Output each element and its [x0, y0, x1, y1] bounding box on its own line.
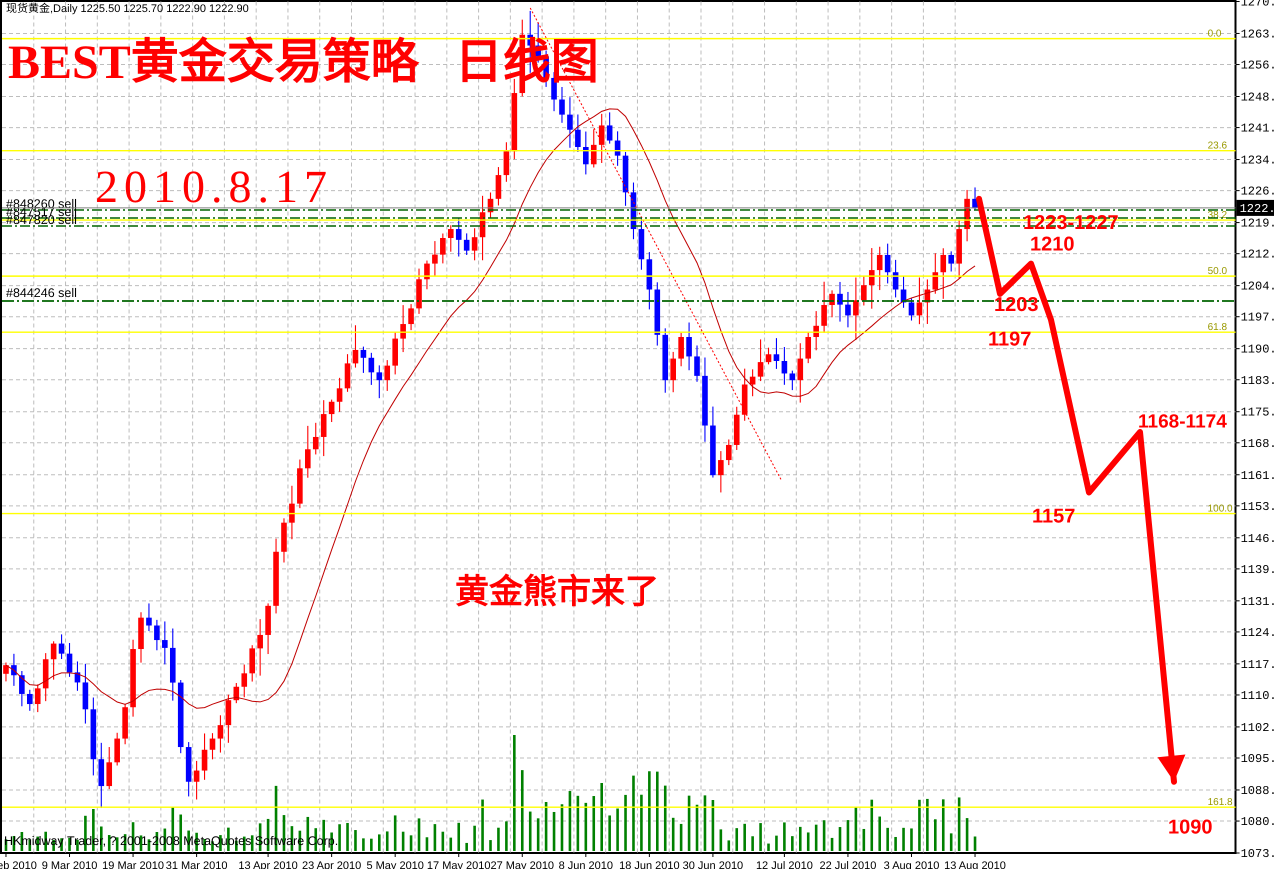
svg-text:1256.10: 1256.10	[1241, 59, 1274, 73]
svg-text:1212.30: 1212.30	[1241, 248, 1274, 262]
svg-text:1197.70: 1197.70	[1241, 311, 1274, 325]
svg-text:1124.70: 1124.70	[1241, 626, 1274, 640]
svg-text:1222.90: 1222.90	[1240, 202, 1274, 216]
svg-text:1139.30: 1139.30	[1241, 563, 1274, 577]
svg-text:19 Mar 2010: 19 Mar 2010	[102, 860, 164, 869]
svg-text:17 May 2010: 17 May 2010	[427, 860, 491, 869]
svg-text:100.0: 100.0	[1208, 504, 1233, 515]
svg-text:9 Mar 2010: 9 Mar 2010	[42, 860, 98, 869]
svg-text:30 Jun 2010: 30 Jun 2010	[683, 860, 744, 869]
svg-text:1248.70: 1248.70	[1241, 90, 1274, 104]
svg-text:1234.10: 1234.10	[1241, 154, 1274, 168]
svg-text:8 Jun 2010: 8 Jun 2010	[559, 860, 613, 869]
svg-text:1219.50: 1219.50	[1241, 217, 1274, 231]
svg-text:1117.30: 1117.30	[1241, 658, 1274, 672]
svg-text:5 May 2010: 5 May 2010	[366, 860, 423, 869]
svg-text:1095.50: 1095.50	[1241, 752, 1274, 766]
svg-text:HKmidway Trader, ? 2001-2008 M: HKmidway Trader, ? 2001-2008 MetaQuotes …	[4, 834, 338, 848]
svg-text:18 Jun 2010: 18 Jun 2010	[619, 860, 680, 869]
svg-text:1088.10: 1088.10	[1241, 784, 1274, 798]
svg-text:1204.90: 1204.90	[1241, 280, 1274, 294]
svg-text:1223-1227: 1223-1227	[1023, 212, 1119, 234]
svg-text:1183.10: 1183.10	[1241, 374, 1274, 388]
svg-text:27 May 2010: 27 May 2010	[490, 860, 554, 869]
svg-text:1161.10: 1161.10	[1241, 469, 1274, 483]
svg-text:1226.90: 1226.90	[1241, 185, 1274, 199]
svg-text:23.6: 23.6	[1208, 141, 1228, 152]
svg-text:1102.70: 1102.70	[1241, 721, 1274, 735]
svg-text:50.0: 50.0	[1208, 266, 1228, 277]
svg-text:#847820 sell: #847820 sell	[6, 213, 77, 227]
svg-text:#844246 sell: #844246 sell	[6, 286, 77, 300]
svg-text:1270.70: 1270.70	[1241, 0, 1274, 10]
svg-text:61.8: 61.8	[1208, 322, 1228, 333]
svg-text:31 Mar 2010: 31 Mar 2010	[166, 860, 228, 869]
svg-text:3 Aug 2010: 3 Aug 2010	[884, 860, 940, 869]
svg-text:38.2: 38.2	[1208, 210, 1228, 221]
svg-text:12 Jul 2010: 12 Jul 2010	[756, 860, 813, 869]
svg-text:1168-1174: 1168-1174	[1138, 412, 1227, 433]
svg-text:BEST黄金交易策略 日线图: BEST黄金交易策略 日线图	[8, 36, 599, 89]
svg-text:1210: 1210	[1030, 234, 1075, 256]
svg-text:1157: 1157	[1032, 506, 1075, 528]
svg-text:1175.70: 1175.70	[1241, 406, 1274, 420]
svg-text:1168.50: 1168.50	[1241, 437, 1274, 451]
svg-text:1197: 1197	[988, 329, 1031, 351]
svg-text:1241.50: 1241.50	[1241, 122, 1274, 136]
svg-text:0.0: 0.0	[1208, 29, 1222, 40]
svg-text:22 Jul 2010: 22 Jul 2010	[819, 860, 876, 869]
svg-text:1146.50: 1146.50	[1241, 532, 1274, 546]
svg-text:1073.50: 1073.50	[1241, 847, 1274, 861]
svg-text:1090: 1090	[1168, 817, 1213, 839]
svg-text:25 Feb 2010: 25 Feb 2010	[0, 860, 37, 869]
svg-text:13 Apr 2010: 13 Apr 2010	[238, 860, 297, 869]
svg-text:23 Apr 2010: 23 Apr 2010	[302, 860, 361, 869]
svg-text:1131.90: 1131.90	[1241, 595, 1274, 609]
svg-text:1110.10: 1110.10	[1241, 689, 1274, 703]
svg-text:1203: 1203	[994, 294, 1039, 316]
svg-text:161.8: 161.8	[1208, 797, 1233, 808]
svg-text:13 Aug 2010: 13 Aug 2010	[944, 860, 1006, 869]
svg-text:1080.90: 1080.90	[1241, 815, 1274, 829]
svg-text:1190.30: 1190.30	[1241, 343, 1274, 357]
svg-text:2010.8.17: 2010.8.17	[95, 161, 333, 212]
svg-text:1263.30: 1263.30	[1241, 27, 1274, 41]
svg-text:黄金熊市来了: 黄金熊市来了	[455, 573, 659, 611]
svg-text:1153.90: 1153.90	[1241, 500, 1274, 514]
svg-text:现货黄金,Daily 1225.50 1225.70 12: 现货黄金,Daily 1225.50 1225.70 1222.90 1222.…	[6, 2, 249, 15]
